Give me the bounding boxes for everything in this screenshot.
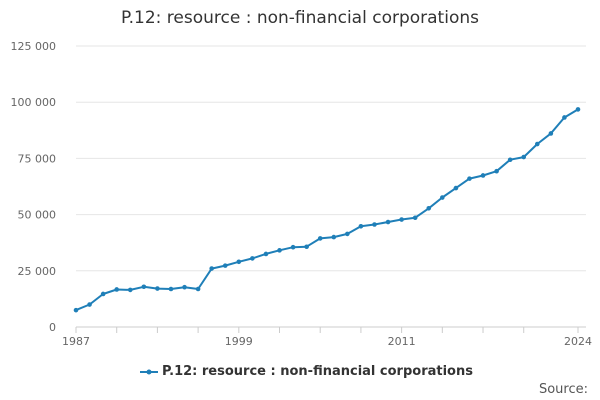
legend-label: P.12: resource : non-financial corporati…: [162, 364, 473, 379]
y-tick-label: 50 000: [18, 209, 57, 222]
data-point[interactable]: [236, 259, 242, 265]
series-layer: [73, 107, 581, 313]
data-point[interactable]: [168, 286, 174, 292]
y-tick-label: 25 000: [18, 265, 57, 278]
data-point[interactable]: [467, 176, 472, 181]
data-point[interactable]: [494, 168, 499, 174]
gridlines: [76, 45, 586, 328]
data-point[interactable]: [182, 284, 187, 290]
y-tick-label: 0: [49, 321, 56, 334]
data-point[interactable]: [507, 157, 513, 163]
data-point[interactable]: [155, 286, 160, 291]
x-tick-label: 2011: [388, 335, 416, 348]
data-point[interactable]: [195, 286, 201, 292]
data-point[interactable]: [331, 234, 337, 240]
data-point[interactable]: [290, 244, 296, 250]
data-point[interactable]: [521, 154, 527, 160]
source-label: Source:: [538, 382, 588, 397]
data-point[interactable]: [222, 263, 228, 268]
y-tick-label: 75 000: [18, 152, 57, 165]
chart-title: P.12: resource : non-financial corporati…: [121, 8, 479, 28]
data-point[interactable]: [548, 131, 554, 136]
x-tick-label: 1987: [62, 335, 90, 348]
data-point[interactable]: [304, 244, 309, 250]
data-point[interactable]: [127, 287, 133, 293]
legend[interactable]: P.12: resource : non-financial corporati…: [140, 364, 473, 379]
data-point[interactable]: [480, 173, 486, 178]
data-point[interactable]: [575, 107, 581, 112]
data-point[interactable]: [412, 215, 418, 221]
data-point[interactable]: [385, 219, 391, 225]
data-point[interactable]: [345, 231, 350, 237]
data-point[interactable]: [440, 195, 445, 200]
data-point[interactable]: [317, 236, 323, 241]
data-point[interactable]: [534, 141, 540, 147]
x-axis: 1987 1999 2011 2024: [62, 327, 592, 348]
data-point[interactable]: [426, 206, 432, 211]
y-axis: 0 25 000 50 000 75 000 100 000 125 000: [11, 40, 57, 334]
data-point[interactable]: [100, 291, 106, 297]
data-point[interactable]: [209, 266, 214, 271]
data-point[interactable]: [453, 185, 459, 191]
data-point[interactable]: [358, 223, 364, 229]
data-point[interactable]: [141, 284, 147, 290]
data-point[interactable]: [114, 287, 120, 292]
y-tick-label: 100 000: [11, 96, 57, 109]
data-point[interactable]: [73, 307, 79, 313]
data-point[interactable]: [562, 115, 567, 120]
x-tick-label: 2024: [564, 335, 592, 348]
data-point[interactable]: [277, 248, 282, 253]
legend-swatch: [140, 369, 158, 374]
data-point[interactable]: [399, 217, 404, 222]
data-point[interactable]: [250, 256, 255, 261]
data-point[interactable]: [87, 302, 92, 307]
series-line: [75, 108, 579, 312]
data-point[interactable]: [372, 222, 377, 227]
y-tick-label: 125 000: [11, 40, 57, 53]
data-point[interactable]: [263, 251, 269, 257]
x-tick-label: 1999: [225, 335, 253, 348]
